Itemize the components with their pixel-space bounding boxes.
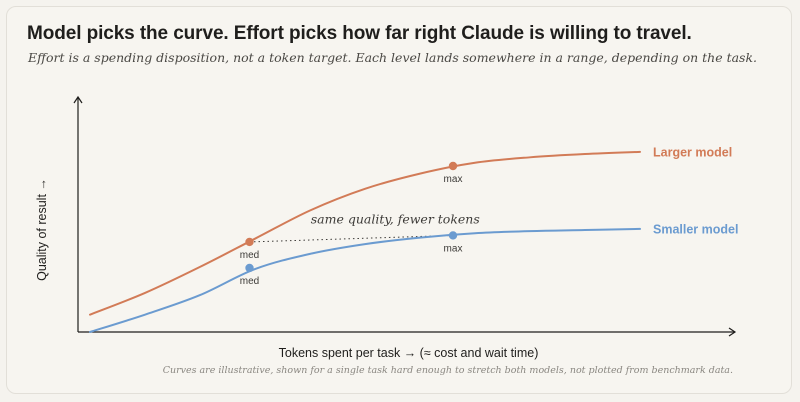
smaller-model-marker-med (245, 263, 254, 273)
smaller-model-marker-max (448, 231, 458, 240)
annotation-layer: same quality, fewer tokens (249, 211, 480, 243)
chart-subtitle: Effort is a spending disposition, not a … (28, 50, 758, 65)
larger-model-curve (89, 150, 641, 316)
smaller-model-marker-label-max: max (444, 243, 463, 254)
chart-footnote: Curves are illustrative, shown for a sin… (162, 365, 733, 376)
chart-title: Model picks the curve. Effort picks how … (27, 23, 692, 44)
larger-model-marker-label-med: med (240, 250, 259, 261)
chart-card (6, 6, 792, 394)
smaller-model-curve (89, 227, 641, 333)
y-axis-arrow-icon (73, 95, 83, 104)
smaller-model-marker-label-med: med (240, 276, 259, 287)
annotation-text: same quality, fewer tokens (311, 211, 480, 226)
series-layer: med max Larger model med max Smaller model (89, 145, 738, 333)
y-axis-label: Quality of result → (35, 178, 49, 281)
larger-model-marker-med (245, 237, 254, 247)
larger-model-series-label: Larger model (653, 145, 732, 159)
smaller-model-series-label: Smaller model (653, 222, 738, 236)
axes (73, 95, 737, 337)
larger-model-marker-max (448, 161, 458, 171)
larger-model-marker-label-max: max (444, 174, 463, 185)
x-axis-label: Tokens spent per task → (≈ cost and wait… (279, 346, 539, 360)
x-axis-arrow-icon (728, 327, 737, 337)
